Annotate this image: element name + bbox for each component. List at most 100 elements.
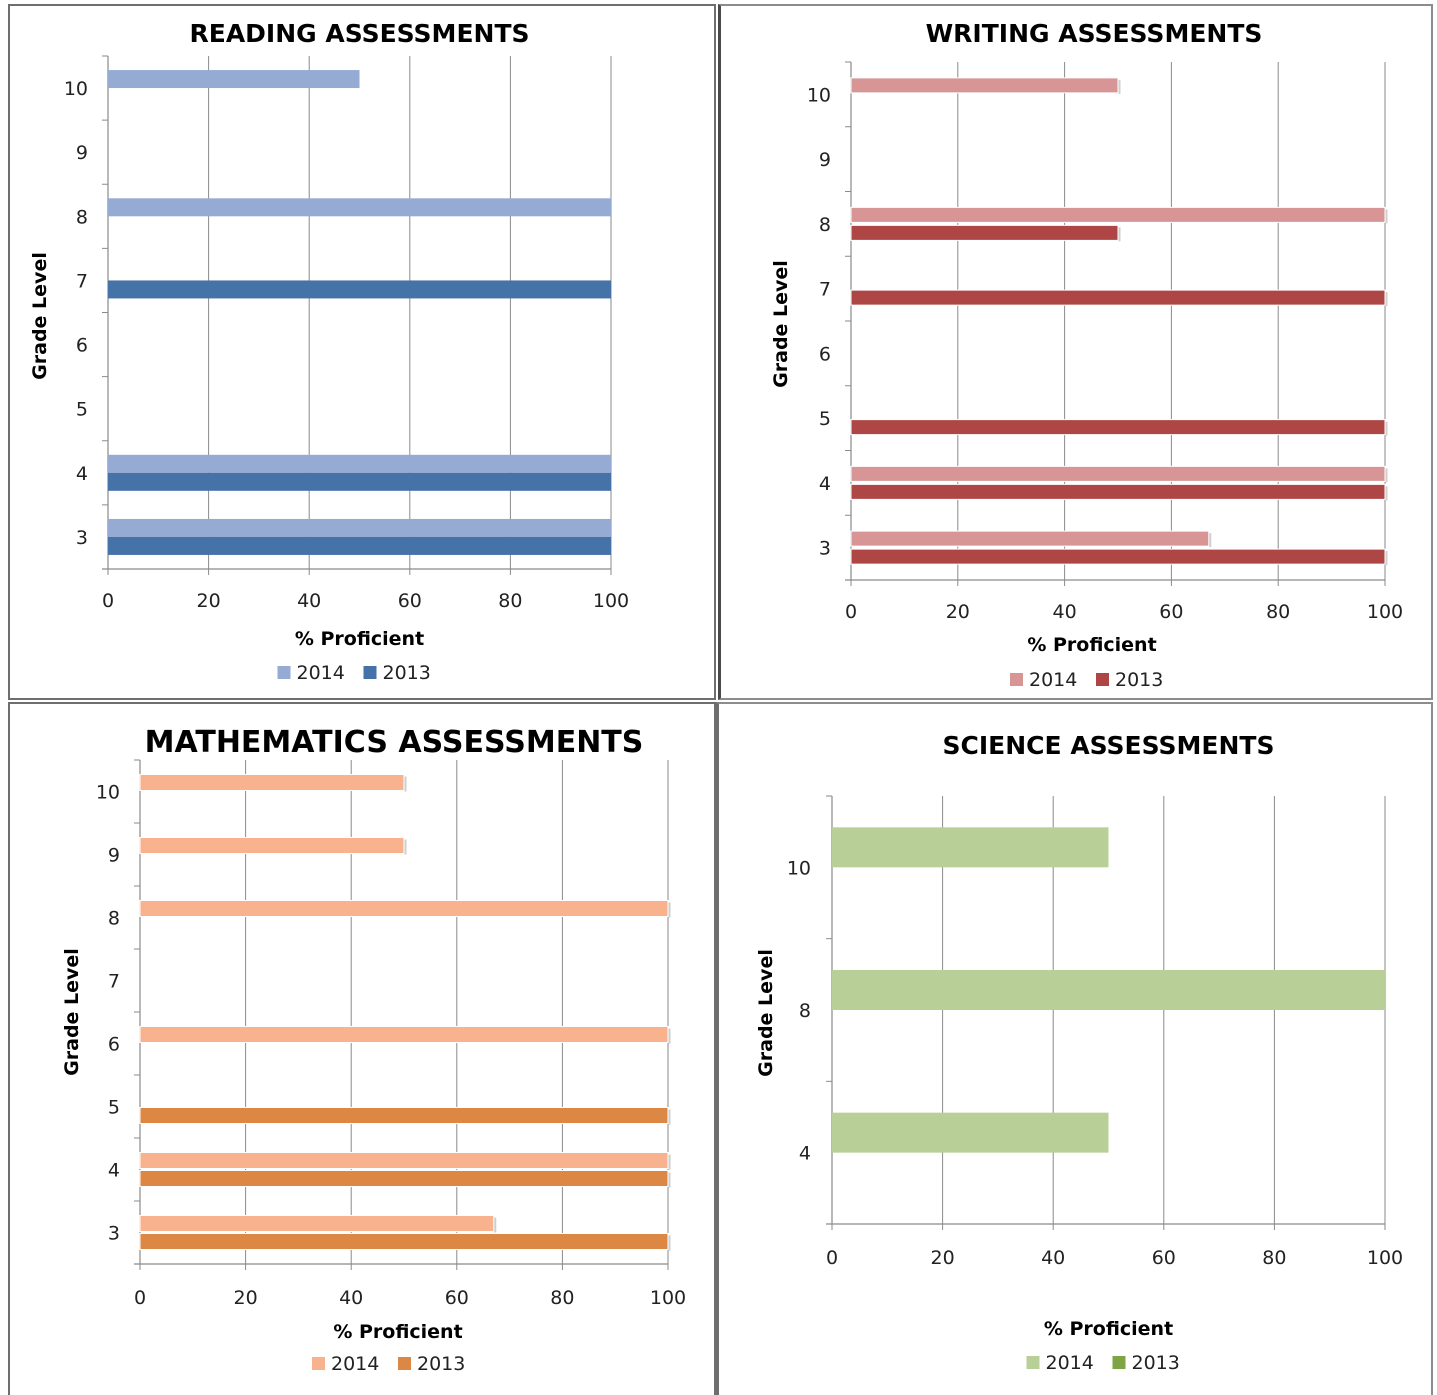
y-tick-label: 9 [819,149,831,171]
x-tick-label: 20 [234,1287,258,1309]
writing-bar-2013-grade-7 [850,289,1386,306]
y-tick-label: 7 [76,270,88,292]
x-tick-label: 60 [1152,1247,1176,1269]
mathematics-bar-2013-grade-4 [139,1170,669,1187]
y-tick-label: 5 [108,1097,120,1119]
reading-bar-2013-grade-7 [108,280,611,299]
y-tick-label: 4 [76,463,88,485]
x-tick-label: 100 [593,590,629,612]
y-tick-label: 3 [819,538,831,560]
reading-chart-panel: READING ASSESSMENTS 0 20 40 60 80 100 3 4 5 6 7 8 9 10… [8,4,716,700]
x-tick-label: 40 [1041,1247,1065,1269]
x-tick-label: 60 [398,590,422,612]
y-tick-label: 5 [76,399,88,421]
y-tick-label: 10 [787,857,811,879]
science-bar-2014-grade-10 [832,827,1109,868]
legend-label-2014: 2014 [1046,1352,1094,1374]
mathematics-chart-svg: MATHEMATICS ASSESSMENTS 0 20 40 60 80 100 3 4 5 6 7… [61,725,686,1375]
chart-title: SCIENCE ASSESSMENTS [943,731,1275,760]
y-tick-label: 3 [108,1223,120,1245]
x-axis-title: % Proficient [333,1321,462,1343]
x-tick-label: 60 [1159,601,1183,623]
y-tick-label: 10 [96,782,120,804]
x-tick-label: 20 [946,601,970,623]
legend-swatch-2013 [1112,1356,1126,1369]
y-tick-label: 5 [819,408,831,430]
writing-bar-2013-grade-8 [850,224,1119,241]
y-tick-label: 7 [108,971,120,993]
science-chart-panel: SCIENCE ASSESSMENTS 0 20 40 60 80 100 4 8 10 % Pro… [716,702,1433,1395]
reading-bar-2014-grade-10 [108,70,360,89]
legend-swatch-2013 [398,1357,411,1370]
y-tick-label: 10 [807,84,831,106]
y-tick-label: 9 [76,142,88,164]
x-tick-label: 80 [550,1287,574,1309]
x-tick-label: 60 [445,1287,469,1309]
writing-bar-2014-grade-8 [850,206,1386,223]
y-tick-label: 4 [108,1160,120,1182]
y-axis-title: Grade Level [770,260,792,388]
x-tick-label: 80 [1262,1247,1286,1269]
x-tick-label: 0 [826,1247,838,1269]
legend-swatch-2013 [363,666,377,679]
y-tick-label: 8 [108,908,120,930]
legend-swatch-2013 [1096,673,1109,686]
writing-bar-2014-grade-10 [850,77,1119,94]
writing-chart-svg: WRITING ASSESSMENTS 0 20 40 60 80 100 3 4 5 6 7 8 9 10… [770,19,1403,691]
y-axis-title: Grade Level [61,948,83,1076]
mathematics-bar-2013-grade-5 [139,1107,669,1124]
mathematics-bar-2014-grade-6 [139,1026,669,1043]
x-tick-label: 40 [297,590,321,612]
mathematics-bar-2013-grade-3 [139,1233,669,1250]
mathematics-chart-panel: MATHEMATICS ASSESSMENTS 0 20 40 60 80 100 3 4 5 6 7… [8,702,716,1395]
mathematics-bar-2014-grade-3 [139,1215,495,1232]
x-tick-label: 40 [1053,601,1077,623]
y-tick-label: 6 [819,343,831,365]
mathematics-bar-2014-grade-10 [139,774,405,791]
reading-bar-2013-grade-4 [108,472,611,491]
y-tick-label: 8 [76,206,88,228]
x-tick-label: 20 [197,590,221,612]
legend-swatch-2014 [312,1357,325,1370]
chart-title: MATHEMATICS ASSESSMENTS [145,725,644,760]
x-tick-label: 100 [1367,1247,1403,1269]
writing-chart-panel: WRITING ASSESSMENTS 0 20 40 60 80 100 3 4 5 6 7 8 9 10… [718,4,1433,700]
writing-bar-2014-grade-4 [850,465,1386,482]
y-tick-label: 7 [819,279,831,301]
science-chart-svg: SCIENCE ASSESSMENTS 0 20 40 60 80 100 4 8 10 % Pro… [755,731,1403,1374]
x-axis-title: % Proficient [295,628,424,650]
y-tick-label: 4 [819,473,831,495]
writing-bar-2013-grade-3 [850,548,1386,565]
y-tick-label: 6 [76,335,88,357]
x-tick-label: 80 [1266,601,1290,623]
y-tick-label: 8 [819,214,831,236]
x-tick-label: 80 [498,590,522,612]
writing-bar-2013-grade-4 [850,483,1386,500]
legend-label-2013: 2013 [1132,1352,1180,1374]
reading-bar-2013-grade-3 [108,536,611,555]
legend-label-2014: 2014 [331,1353,379,1375]
y-tick-label: 10 [64,78,88,100]
legend-label-2014: 2014 [1029,669,1077,691]
reading-chart-svg: READING ASSESSMENTS 0 20 40 60 80 100 3 4 5 6 7 8 9 10… [29,19,629,684]
legend-label-2013: 2013 [1115,669,1163,691]
x-tick-label: 0 [134,1287,146,1309]
mathematics-bar-2014-grade-8 [139,900,669,917]
y-tick-label: 8 [799,1000,811,1022]
y-tick-label: 6 [108,1034,120,1056]
legend-label-2013: 2013 [383,662,431,684]
y-tick-label: 9 [108,845,120,867]
y-axis-title: Grade Level [29,252,51,380]
writing-bar-2014-grade-3 [850,530,1210,547]
x-tick-label: 100 [1367,601,1403,623]
legend-swatch-2014 [1010,673,1023,686]
x-tick-label: 0 [102,590,114,612]
science-bar-2014-grade-4 [832,1112,1109,1153]
x-tick-label: 100 [650,1287,686,1309]
y-tick-label: 3 [76,527,88,549]
chart-title: WRITING ASSESSMENTS [926,19,1263,48]
x-tick-label: 40 [339,1287,363,1309]
legend-swatch-2014 [1026,1356,1040,1369]
mathematics-bar-2014-grade-9 [139,837,405,854]
writing-bar-2013-grade-5 [850,419,1386,436]
